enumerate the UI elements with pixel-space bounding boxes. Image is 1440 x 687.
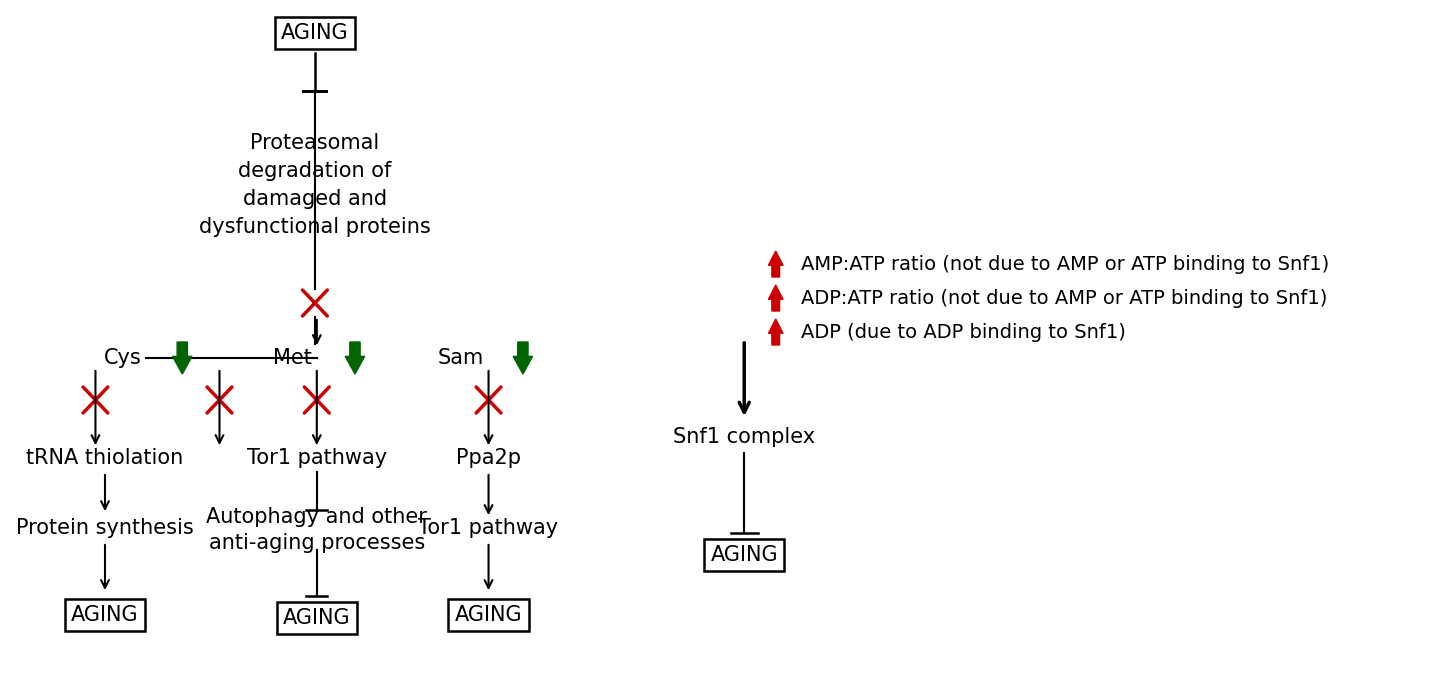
Polygon shape [769, 285, 783, 311]
Text: AGING: AGING [71, 605, 138, 625]
Text: ADP (due to ADP binding to Snf1): ADP (due to ADP binding to Snf1) [801, 322, 1126, 341]
Text: Tor1 pathway: Tor1 pathway [419, 518, 559, 538]
Polygon shape [513, 342, 533, 374]
Text: AGING: AGING [284, 608, 350, 628]
Text: AGING: AGING [710, 545, 778, 565]
Polygon shape [769, 251, 783, 277]
Text: Protein synthesis: Protein synthesis [16, 518, 194, 538]
Text: AGING: AGING [281, 23, 348, 43]
Text: Cys: Cys [104, 348, 141, 368]
Text: ADP:ATP ratio (not due to AMP or ATP binding to Snf1): ADP:ATP ratio (not due to AMP or ATP bin… [801, 289, 1326, 308]
Text: Tor1 pathway: Tor1 pathway [246, 448, 387, 468]
Text: AMP:ATP ratio (not due to AMP or ATP binding to Snf1): AMP:ATP ratio (not due to AMP or ATP bin… [801, 254, 1329, 273]
Polygon shape [346, 342, 364, 374]
Polygon shape [769, 319, 783, 345]
Text: Met: Met [274, 348, 312, 368]
Text: Ppa2p: Ppa2p [456, 448, 521, 468]
Polygon shape [173, 342, 192, 374]
Text: Autophagy and other
anti-aging processes: Autophagy and other anti-aging processes [206, 507, 428, 553]
Text: Proteasomal
degradation of
damaged and
dysfunctional proteins: Proteasomal degradation of damaged and d… [199, 133, 431, 237]
Text: tRNA thiolation: tRNA thiolation [26, 448, 184, 468]
Text: AGING: AGING [455, 605, 523, 625]
Text: Sam: Sam [438, 348, 484, 368]
Text: Snf1 complex: Snf1 complex [672, 427, 815, 447]
